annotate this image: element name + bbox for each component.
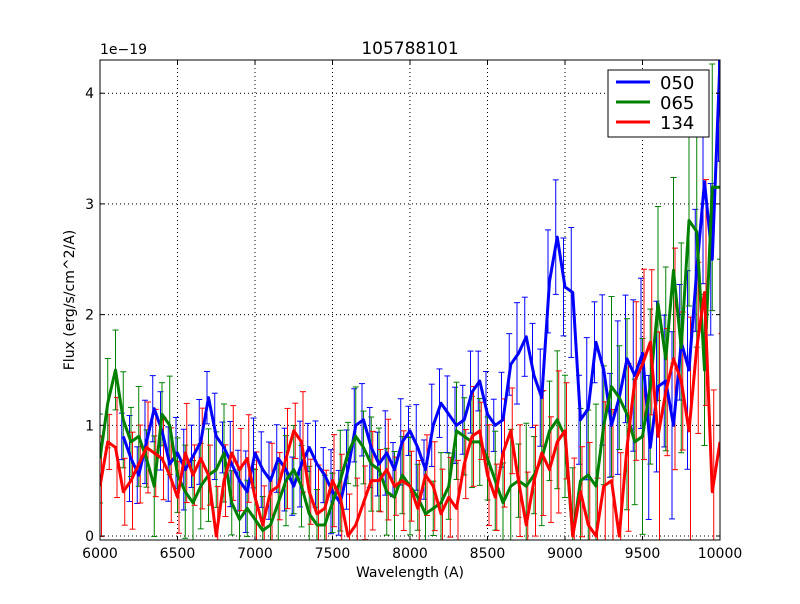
legend-label: 050 [660, 73, 694, 94]
legend-label: 134 [660, 113, 694, 134]
x-tick-label: 6500 [160, 546, 196, 562]
x-tick-label: 9000 [547, 546, 583, 562]
y-tick-label: 1 [85, 418, 94, 434]
x-tick-label: 6000 [82, 546, 118, 562]
series-line-134 [100, 290, 720, 538]
legend-label: 065 [660, 93, 694, 114]
y-tick-label: 0 [85, 529, 94, 545]
x-axis-label: Wavelength (A) [356, 565, 464, 581]
legend-entry-065: 065 [616, 93, 694, 114]
legend-entry-134: 134 [616, 113, 694, 134]
legend-entry-050: 050 [616, 73, 694, 94]
y-tick-label: 3 [85, 197, 94, 213]
y-tick-label: 4 [85, 86, 94, 102]
series-lines [100, 60, 720, 538]
series-line-050 [121, 60, 720, 505]
x-tick-label: 8500 [470, 546, 506, 562]
y-axis-label: Flux (erg/s/cm^2/A) [62, 230, 78, 370]
x-tick-label: 8000 [392, 546, 428, 562]
x-tick-label: 9500 [625, 546, 661, 562]
x-tick-label: 10000 [698, 546, 743, 562]
ticks: 6000 6500 7000 7500 8000 8500 9000 9500 10000 0 1 2… [82, 60, 742, 562]
x-tick-label: 7500 [315, 546, 351, 562]
y-tick-label: 2 [85, 308, 94, 324]
x-tick-label: 7000 [237, 546, 273, 562]
y-offset-text: 1e−19 [100, 42, 147, 58]
chart-title: 105788101 [361, 39, 458, 59]
